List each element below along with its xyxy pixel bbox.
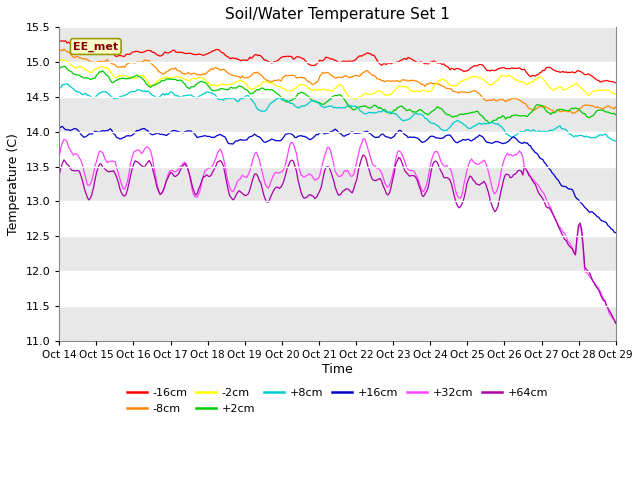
Bar (60, 97, 616, 132)
Text: EE_met: EE_met (73, 41, 118, 52)
Bar (60, 306, 616, 341)
Y-axis label: Temperature (C): Temperature (C) (7, 133, 20, 235)
Bar (60, 236, 616, 271)
Bar (60, 167, 616, 202)
X-axis label: Time: Time (322, 362, 353, 375)
Bar (60, 27, 616, 62)
Title: Soil/Water Temperature Set 1: Soil/Water Temperature Set 1 (225, 7, 450, 22)
Legend: -16cm, -8cm, -2cm, +2cm, +8cm, +16cm, +32cm, +64cm: -16cm, -8cm, -2cm, +2cm, +8cm, +16cm, +3… (122, 384, 552, 418)
